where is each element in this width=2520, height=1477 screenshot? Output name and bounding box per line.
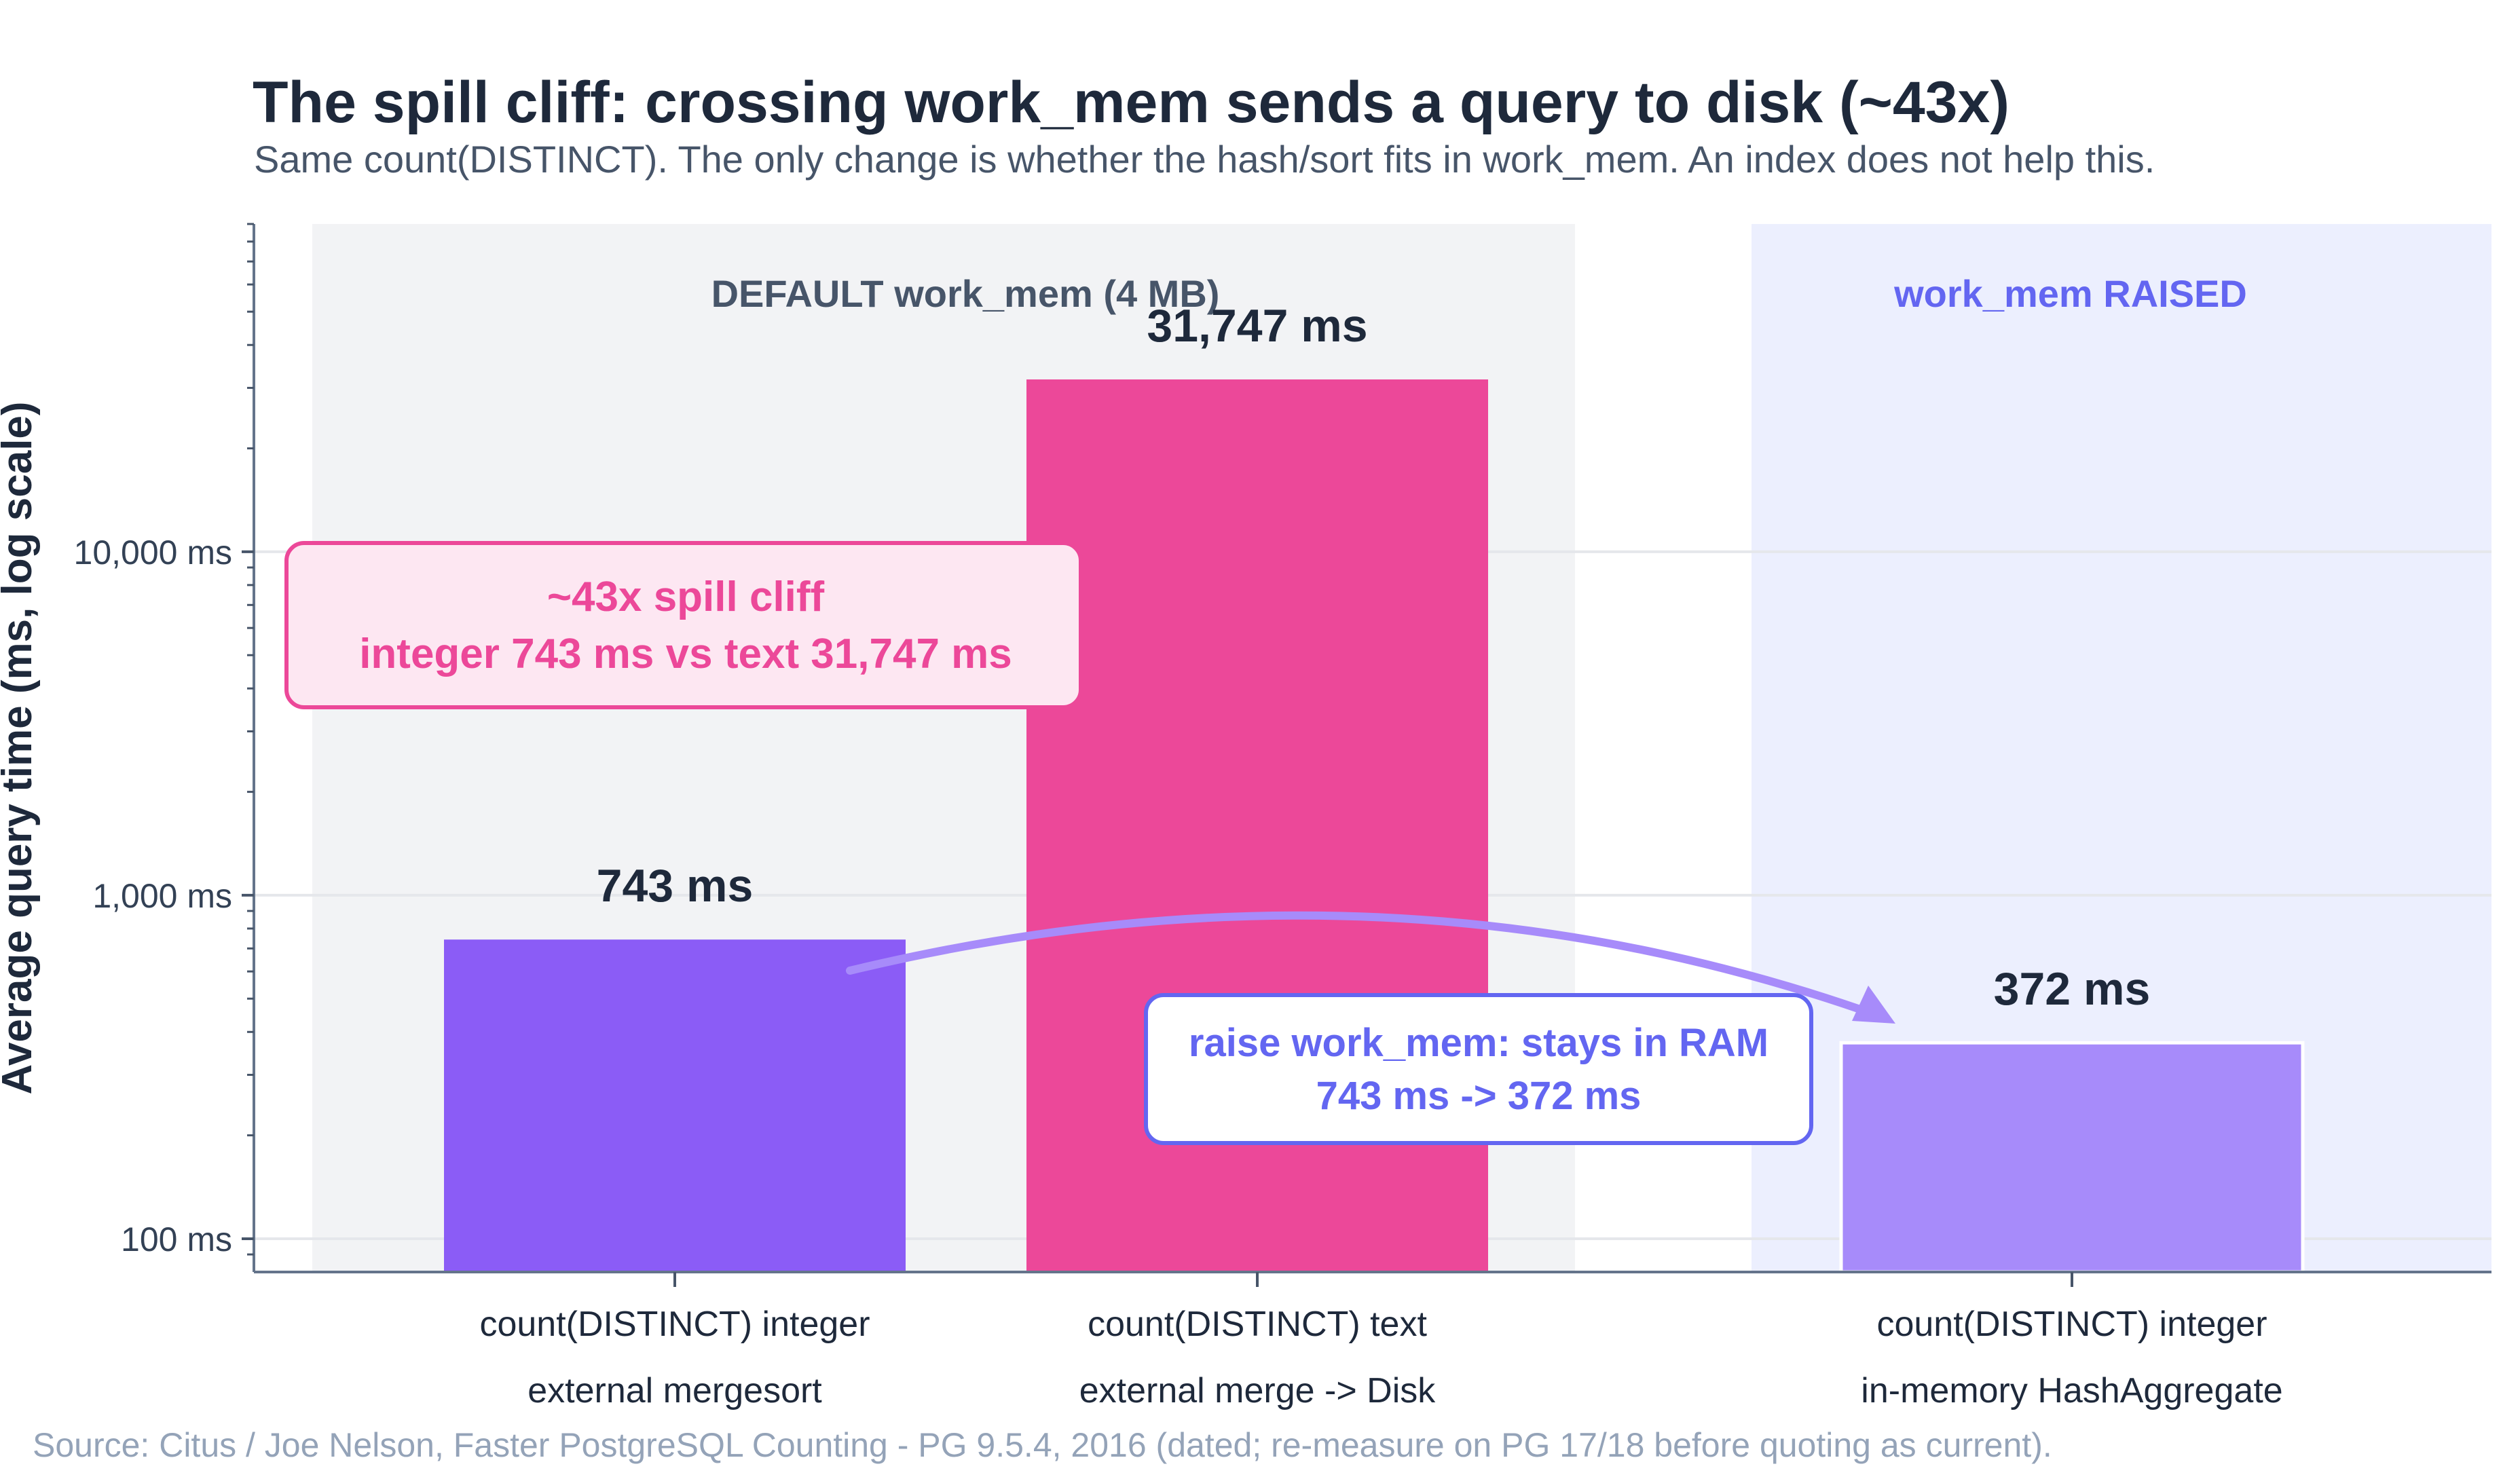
raise-work-mem-annotation: raise work_mem: stays in RAM 743 ms -> 3… — [846, 911, 1895, 1145]
region-raised-label: work_mem RAISED — [1893, 272, 2247, 315]
arrow-curve — [846, 911, 1878, 1018]
bar-integer-hashaggregate — [1839, 1041, 2305, 1274]
x-tick-label: external mergesort — [527, 1371, 822, 1410]
arrow-head-icon — [1852, 986, 1895, 1024]
raise-work-mem-callout-box — [1144, 993, 1813, 1145]
x-tick-label: in-memory HashAggregate — [1861, 1371, 2282, 1410]
y-axis-label: Average query time (ms, log scale) — [0, 401, 41, 1094]
x-tick-label: count(DISTINCT) integer — [1876, 1305, 2267, 1344]
bar-value-label: 743 ms — [597, 860, 754, 912]
spill-cliff-callout-line1: ~43x spill cliff — [547, 574, 825, 620]
x-tick-label: external merge -> Disk — [1079, 1371, 1437, 1410]
source-note: Source: Citus / Joe Nelson, Faster Postg… — [33, 1426, 2052, 1464]
y-tick-label: 100 ms — [121, 1220, 232, 1258]
y-tick-label: 10,000 ms — [74, 534, 232, 572]
y-axis-ticks: 100 ms 1,000 ms 10,000 ms — [74, 223, 254, 1258]
spill-cliff-callout-line2: integer 743 ms vs text 31,747 ms — [359, 631, 1012, 677]
raise-work-mem-callout-line2: 743 ms -> 372 ms — [1316, 1074, 1642, 1118]
bar-value-label: 372 ms — [1994, 963, 2151, 1015]
x-tick-label: count(DISTINCT) integer — [479, 1305, 870, 1344]
bar-integer-mergesort — [444, 939, 906, 1272]
raise-work-mem-callout-line1: raise work_mem: stays in RAM — [1189, 1021, 1768, 1065]
chart-subtitle: Same count(DISTINCT). The only change is… — [254, 138, 2155, 181]
spill-cliff-annotation: ~43x spill cliff integer 743 ms vs text … — [284, 541, 1083, 709]
bar-value-label: 31,747 ms — [1147, 300, 1367, 352]
spill-cliff-callout-box — [284, 541, 1083, 709]
region-default-label: DEFAULT work_mem (4 MB) — [711, 272, 1220, 315]
y-tick-label: 1,000 ms — [92, 877, 232, 915]
chart-title: The spill cliff: crossing work_mem sends… — [253, 70, 2009, 135]
x-tick-label: count(DISTINCT) text — [1088, 1305, 1427, 1344]
